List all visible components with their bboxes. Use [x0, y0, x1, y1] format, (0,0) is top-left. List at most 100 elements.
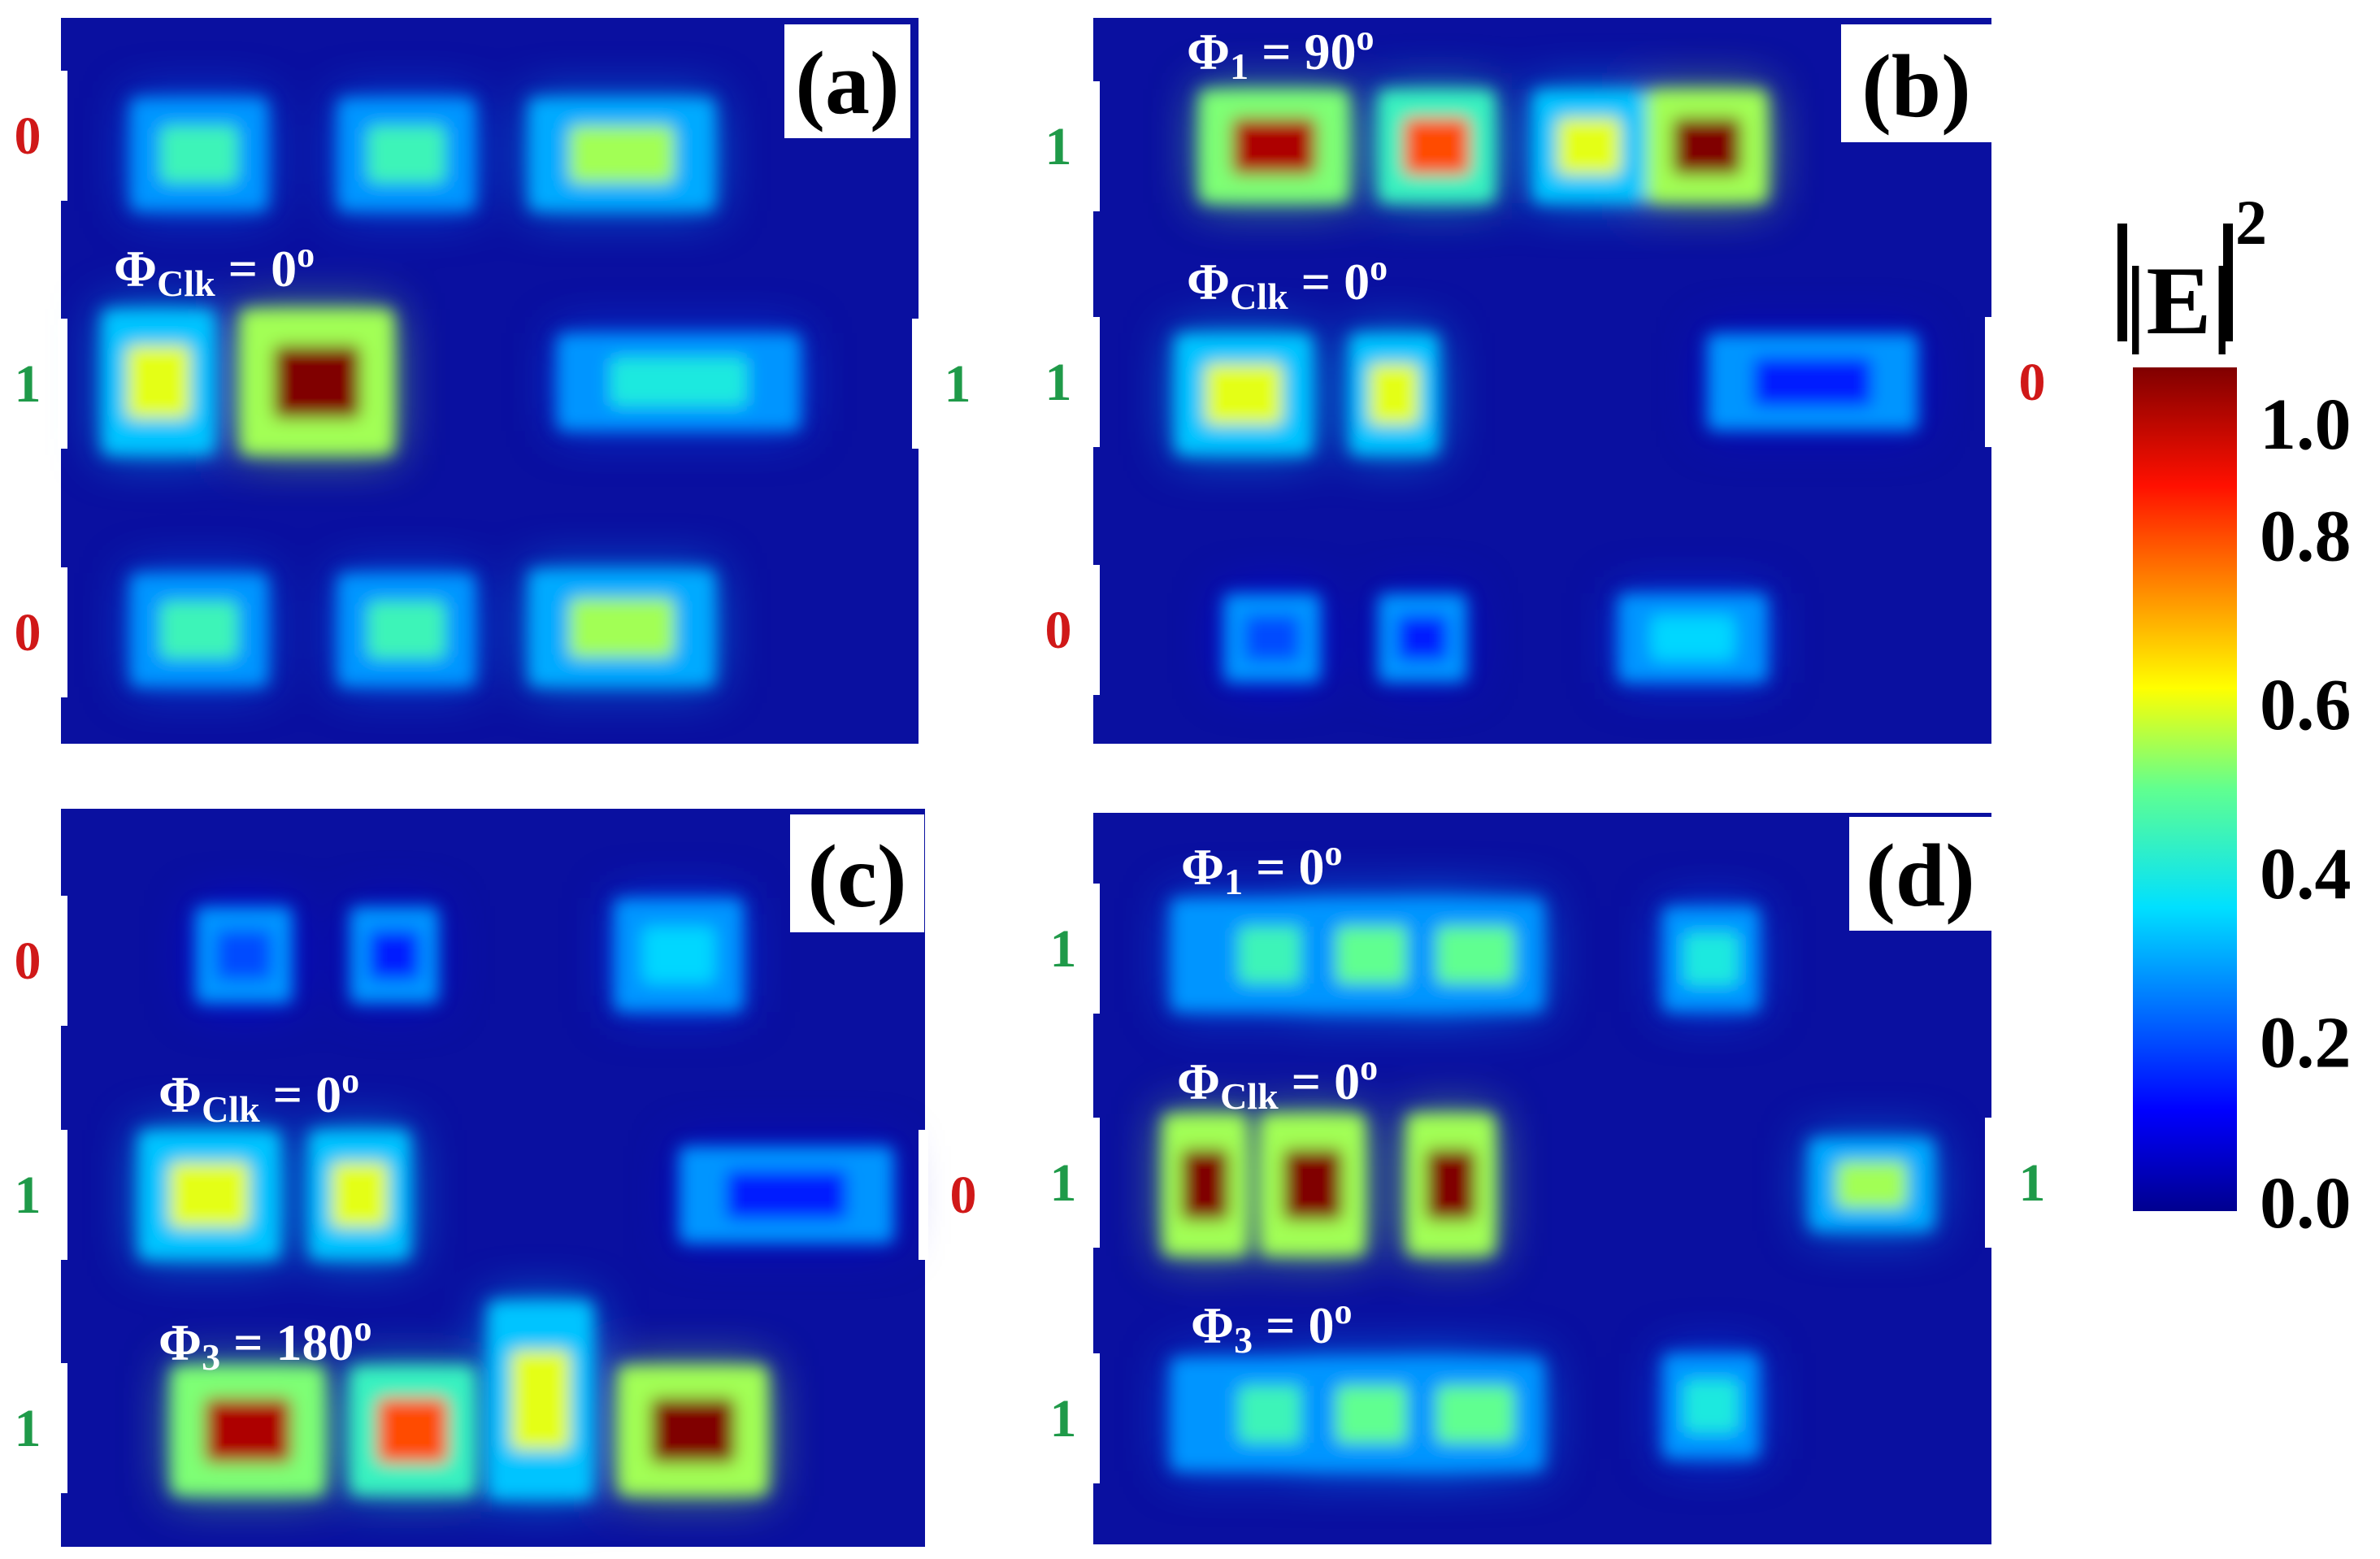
field-block-core [1205, 363, 1283, 425]
input-port-gap [1090, 1353, 1100, 1483]
field-block-core [726, 1170, 847, 1219]
panel-tag-box [1849, 817, 1991, 931]
output-port-gap [1985, 1118, 1995, 1248]
phase-annotation: Φ1 = 90o [1187, 18, 1375, 87]
input-bit-label: 1 [1050, 1153, 1077, 1213]
field-block-core [1181, 1149, 1229, 1221]
field-block-core [1683, 1379, 1739, 1433]
colorbar-tick-label: 0.8 [2260, 497, 2352, 577]
field-block-core [273, 345, 361, 419]
input-port-gap [58, 567, 67, 697]
panel-tag-box [784, 24, 910, 138]
input-bit-label: 0 [15, 931, 41, 991]
field-block-core [216, 931, 271, 979]
input-bit-label: 0 [1045, 601, 1072, 660]
colorbar-tick-label: 0.6 [2260, 665, 2352, 745]
colorbar-tick-label: 0.2 [2260, 1002, 2352, 1083]
field-block-core [204, 1398, 292, 1463]
field-blocks [138, 898, 894, 1500]
field-block-core [369, 931, 419, 979]
input-bit-label: 1 [1045, 353, 1072, 412]
phase-annotation: Φ1 = 0o [1181, 833, 1343, 902]
field-block-core [569, 126, 675, 183]
input-port-gap [1090, 565, 1100, 695]
field-block-core [367, 601, 445, 658]
panel-d: (d) 1 1 1 Φ1 = 0o ΦClk = 0o Φ3 = 0o [1050, 813, 1995, 1544]
field-block-core [650, 1398, 736, 1463]
abs-bar-left [2117, 224, 2127, 341]
output-bit-label: 1 [2019, 1153, 2046, 1213]
output-port-gap [912, 319, 922, 449]
colorbar: |E| 2 1.0 0.8 0.6 0.4 0.2 0.0 [2117, 187, 2352, 1244]
field-block-core [331, 1162, 389, 1227]
panel-tag: (c) [807, 827, 906, 926]
field-block-core [377, 1398, 448, 1463]
panels: (a) 0 1 0 ΦClk = 0o 1 (b) 1 1 0 Φ1 = 90o ΦClk = 0o 0… [15, 18, 2046, 1547]
field-block-core [1336, 1386, 1427, 1443]
input-bit-label: 1 [15, 1399, 41, 1458]
panel-a: (a) 0 1 0 ΦClk = 0o [15, 18, 922, 744]
field-block-core [1557, 118, 1622, 175]
input-port-gap [1090, 1118, 1100, 1248]
field-block-core [1753, 358, 1872, 406]
field-block-core [1650, 615, 1735, 661]
panel-tag-box [1841, 24, 1991, 142]
input-port-gap [58, 71, 67, 201]
phase-annotation: ΦClk = 0o [1177, 1048, 1378, 1117]
field-block-core [1397, 615, 1448, 661]
field-block-core [160, 601, 238, 658]
field-block-core [1436, 927, 1514, 984]
field-block-core [367, 126, 445, 183]
input-bit-label: 1 [1050, 919, 1077, 979]
panel-b: (b) 1 1 0 Φ1 = 90o ΦClk = 0o [1045, 18, 1995, 744]
phase-annotation: ΦClk = 0o [1187, 248, 1388, 317]
input-bit-label: 0 [15, 603, 41, 662]
field-block-core [1436, 1386, 1514, 1443]
field-block-core [569, 598, 675, 658]
field-block-core [1683, 932, 1739, 986]
field-block-core [1283, 1149, 1343, 1221]
field-block-core [1231, 118, 1317, 175]
input-port-gap [1090, 81, 1100, 211]
field-block-core [510, 1350, 571, 1450]
phase-annotation: ΦClk = 0o [159, 1061, 359, 1130]
field-block-core [169, 1162, 250, 1227]
output-bit-label: 0 [950, 1166, 977, 1225]
field-block-core [1836, 1161, 1907, 1209]
colorbar-tick-label: 0.4 [2260, 834, 2352, 914]
input-bit-label: 1 [15, 354, 41, 414]
panel-tag: (d) [1865, 826, 1974, 925]
field-block-core [1673, 118, 1741, 175]
field-blocks [102, 98, 801, 687]
output-port-gap [919, 1130, 928, 1260]
panel-tag: (b) [1861, 37, 1970, 136]
phase-annotation: Φ3 = 0o [1191, 1292, 1353, 1361]
field-block-core [160, 126, 238, 183]
panel-tag-box [790, 814, 924, 932]
panel-c: (c) 0 1 1 ΦClk = 0o Φ3 = 180o [15, 809, 928, 1547]
field-block-core [642, 927, 715, 984]
input-port-gap [1090, 317, 1100, 447]
phase-annotation: ΦClk = 0o [114, 235, 315, 304]
colorbar-tick-label: 1.0 [2260, 384, 2352, 465]
input-port-gap [1090, 884, 1100, 1014]
input-bit-label: 1 [1045, 117, 1072, 176]
field-blocks [1162, 898, 1935, 1471]
field-block-core [1244, 615, 1300, 661]
abs-bar-right [2223, 224, 2233, 341]
input-bit-label: 1 [1050, 1389, 1077, 1448]
field-block-core [1336, 927, 1427, 984]
input-bit-label: 0 [15, 106, 41, 166]
colorbar-title: |E| [2125, 246, 2233, 354]
output-port-gap [1985, 317, 1995, 447]
colorbar-ticks: 1.0 0.8 0.6 0.4 0.2 0.0 [2260, 384, 2352, 1244]
output-bit-label: 1 [945, 354, 971, 414]
field-block-core [126, 345, 191, 419]
input-port-gap [58, 1130, 67, 1260]
input-bit-label: 1 [15, 1166, 41, 1225]
colorbar-tick-label: 0.0 [2260, 1163, 2352, 1244]
field-block-core [1426, 1149, 1476, 1221]
field-block-core [1403, 118, 1470, 175]
colorbar-title-exponent: 2 [2235, 187, 2267, 258]
